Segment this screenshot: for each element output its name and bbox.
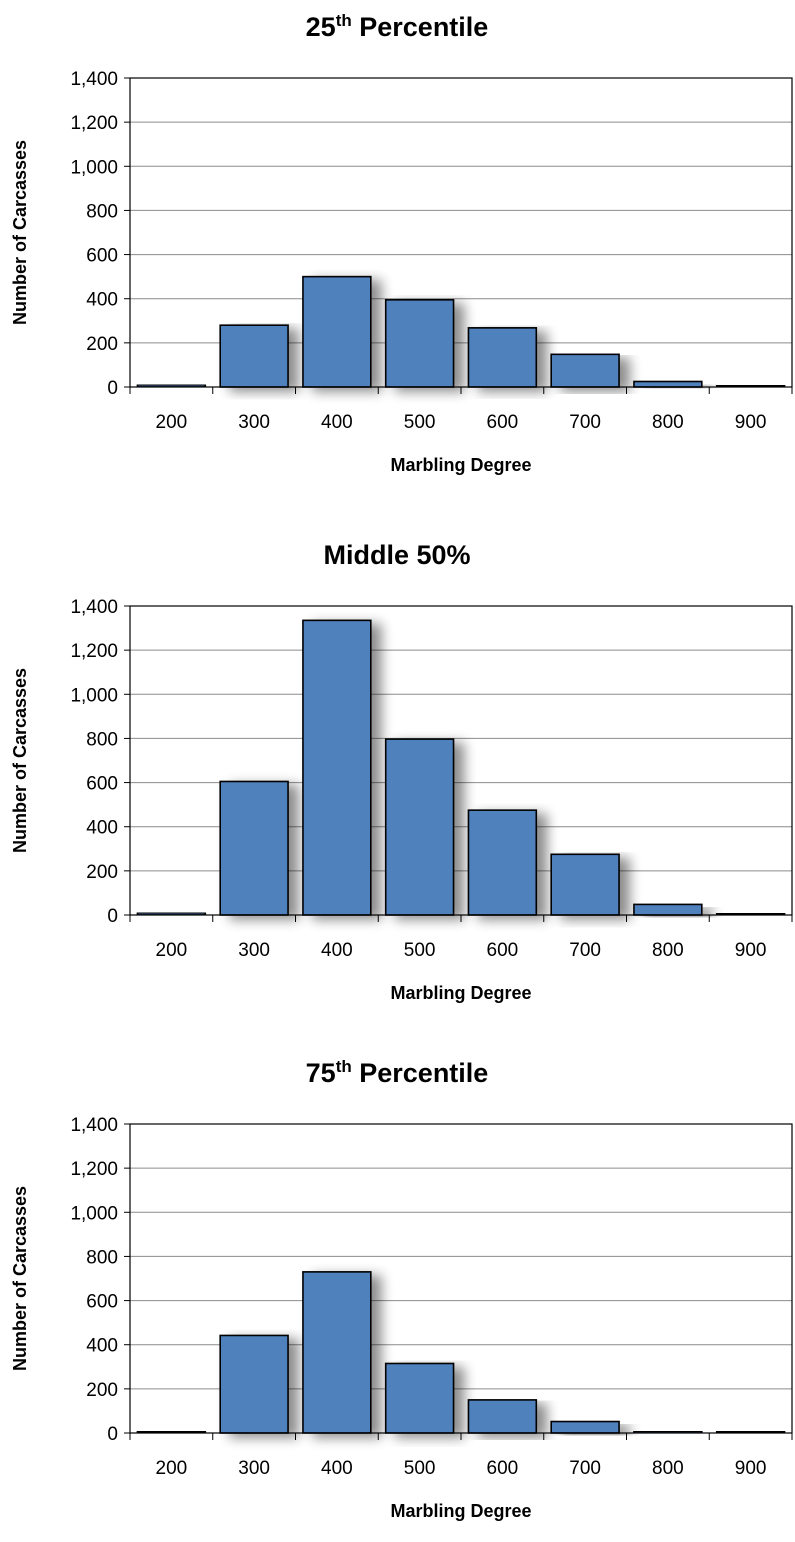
y-tick-label: 1,000 bbox=[70, 1203, 118, 1224]
bar-600 bbox=[467, 809, 538, 916]
bar-400 bbox=[302, 619, 372, 916]
chart-title: 25th Percentile bbox=[306, 11, 489, 42]
x-tick-label: 800 bbox=[652, 1458, 684, 1479]
chart-75th-percentile: 75th Percentile 0 200 400 600 800 1,000 1,200 1,… bbox=[10, 1057, 793, 1521]
y-tick-label: 600 bbox=[86, 1292, 118, 1313]
y-tick-label: 400 bbox=[86, 818, 118, 839]
x-tick-label: 900 bbox=[735, 940, 767, 961]
y-tick-label: 1,200 bbox=[70, 113, 118, 134]
chart-25th-percentile: 25th Percentile 0 200 400 600 800 1,000 1,200 1,… bbox=[10, 11, 793, 475]
bar-700 bbox=[550, 853, 620, 916]
y-tick-label: 800 bbox=[86, 1247, 118, 1268]
y-tick-label: 800 bbox=[86, 201, 118, 222]
bar-500 bbox=[384, 738, 455, 916]
y-tick-label: 800 bbox=[86, 729, 118, 750]
x-tick-label: 700 bbox=[569, 1458, 601, 1479]
y-tick-label: 400 bbox=[86, 290, 118, 311]
y-tick-label: 1,000 bbox=[70, 157, 118, 178]
x-tick-label: 200 bbox=[156, 1458, 188, 1479]
x-tick-label: 700 bbox=[569, 412, 601, 433]
x-tick-label: 900 bbox=[735, 412, 767, 433]
y-tick-label: 1,400 bbox=[70, 597, 118, 618]
x-tick-label: 200 bbox=[156, 412, 188, 433]
y-tick-label: 600 bbox=[86, 774, 118, 795]
bar-700 bbox=[550, 353, 620, 388]
bar-800 bbox=[633, 380, 703, 388]
bar-600 bbox=[467, 1399, 538, 1434]
chart-title-superscript: th bbox=[336, 1057, 352, 1076]
x-tick-label: 400 bbox=[321, 1458, 353, 1479]
chart-title-main: 75 bbox=[306, 1058, 336, 1088]
y-tick-label: 0 bbox=[107, 378, 118, 399]
y-axis-title: Number of Carcasses bbox=[10, 140, 30, 325]
x-tick-label: 300 bbox=[238, 412, 270, 433]
x-tick-label: 400 bbox=[321, 940, 353, 961]
chart-title: Middle 50% bbox=[323, 540, 470, 570]
y-axis-title: Number of Carcasses bbox=[10, 668, 30, 853]
y-tick-label: 1,400 bbox=[70, 1115, 118, 1136]
y-tick-label: 0 bbox=[107, 906, 118, 927]
x-tick-label: 500 bbox=[404, 940, 436, 961]
x-tick-label: 400 bbox=[321, 412, 353, 433]
bar-300 bbox=[219, 780, 289, 916]
y-tick-label: 200 bbox=[86, 334, 118, 355]
bar-400 bbox=[302, 275, 372, 388]
chart-title-main: Middle 50% bbox=[323, 540, 470, 570]
x-tick-label: 200 bbox=[156, 940, 188, 961]
bar-700 bbox=[550, 1420, 620, 1434]
bar-500 bbox=[384, 1362, 455, 1434]
y-tick-label: 1,400 bbox=[70, 69, 118, 90]
y-tick-label: 600 bbox=[86, 246, 118, 267]
chart-title: 75th Percentile bbox=[306, 1057, 489, 1088]
x-tick-label: 900 bbox=[735, 1458, 767, 1479]
y-tick-label: 1,200 bbox=[70, 641, 118, 662]
y-axis-title: Number of Carcasses bbox=[10, 1186, 30, 1371]
x-tick-label: 500 bbox=[404, 1458, 436, 1479]
chart-title-main: 25 bbox=[306, 12, 336, 42]
x-tick-label: 600 bbox=[487, 412, 519, 433]
chart-title-rest: Percentile bbox=[352, 1058, 489, 1088]
y-tick-label: 1,200 bbox=[70, 1159, 118, 1180]
y-tick-label: 400 bbox=[86, 1336, 118, 1357]
y-tick-label: 1,000 bbox=[70, 685, 118, 706]
bar-300 bbox=[219, 324, 289, 388]
y-tick-label: 200 bbox=[86, 862, 118, 883]
bar-300 bbox=[219, 1334, 289, 1434]
x-tick-label: 500 bbox=[404, 412, 436, 433]
x-axis-title: Marbling Degree bbox=[390, 455, 531, 475]
bar-600 bbox=[467, 327, 538, 388]
chart-middle-50: Middle 50% 0 200 400 600 800 1,000 1,200 1,400 20… bbox=[10, 540, 793, 1003]
x-axis-title: Marbling Degree bbox=[390, 983, 531, 1003]
y-tick-label: 200 bbox=[86, 1380, 118, 1401]
x-tick-label: 800 bbox=[652, 940, 684, 961]
chart-title-rest: Percentile bbox=[352, 12, 489, 42]
x-tick-label: 700 bbox=[569, 940, 601, 961]
x-tick-label: 800 bbox=[652, 412, 684, 433]
bar-800 bbox=[633, 903, 703, 916]
x-tick-label: 300 bbox=[238, 940, 270, 961]
y-tick-label: 0 bbox=[107, 1424, 118, 1445]
x-axis-title: Marbling Degree bbox=[390, 1501, 531, 1521]
chart-title-superscript: th bbox=[336, 11, 352, 30]
bar-500 bbox=[384, 299, 455, 388]
x-tick-label: 300 bbox=[238, 1458, 270, 1479]
bar-400 bbox=[302, 1271, 372, 1434]
x-tick-label: 600 bbox=[487, 940, 519, 961]
x-tick-label: 600 bbox=[487, 1458, 519, 1479]
